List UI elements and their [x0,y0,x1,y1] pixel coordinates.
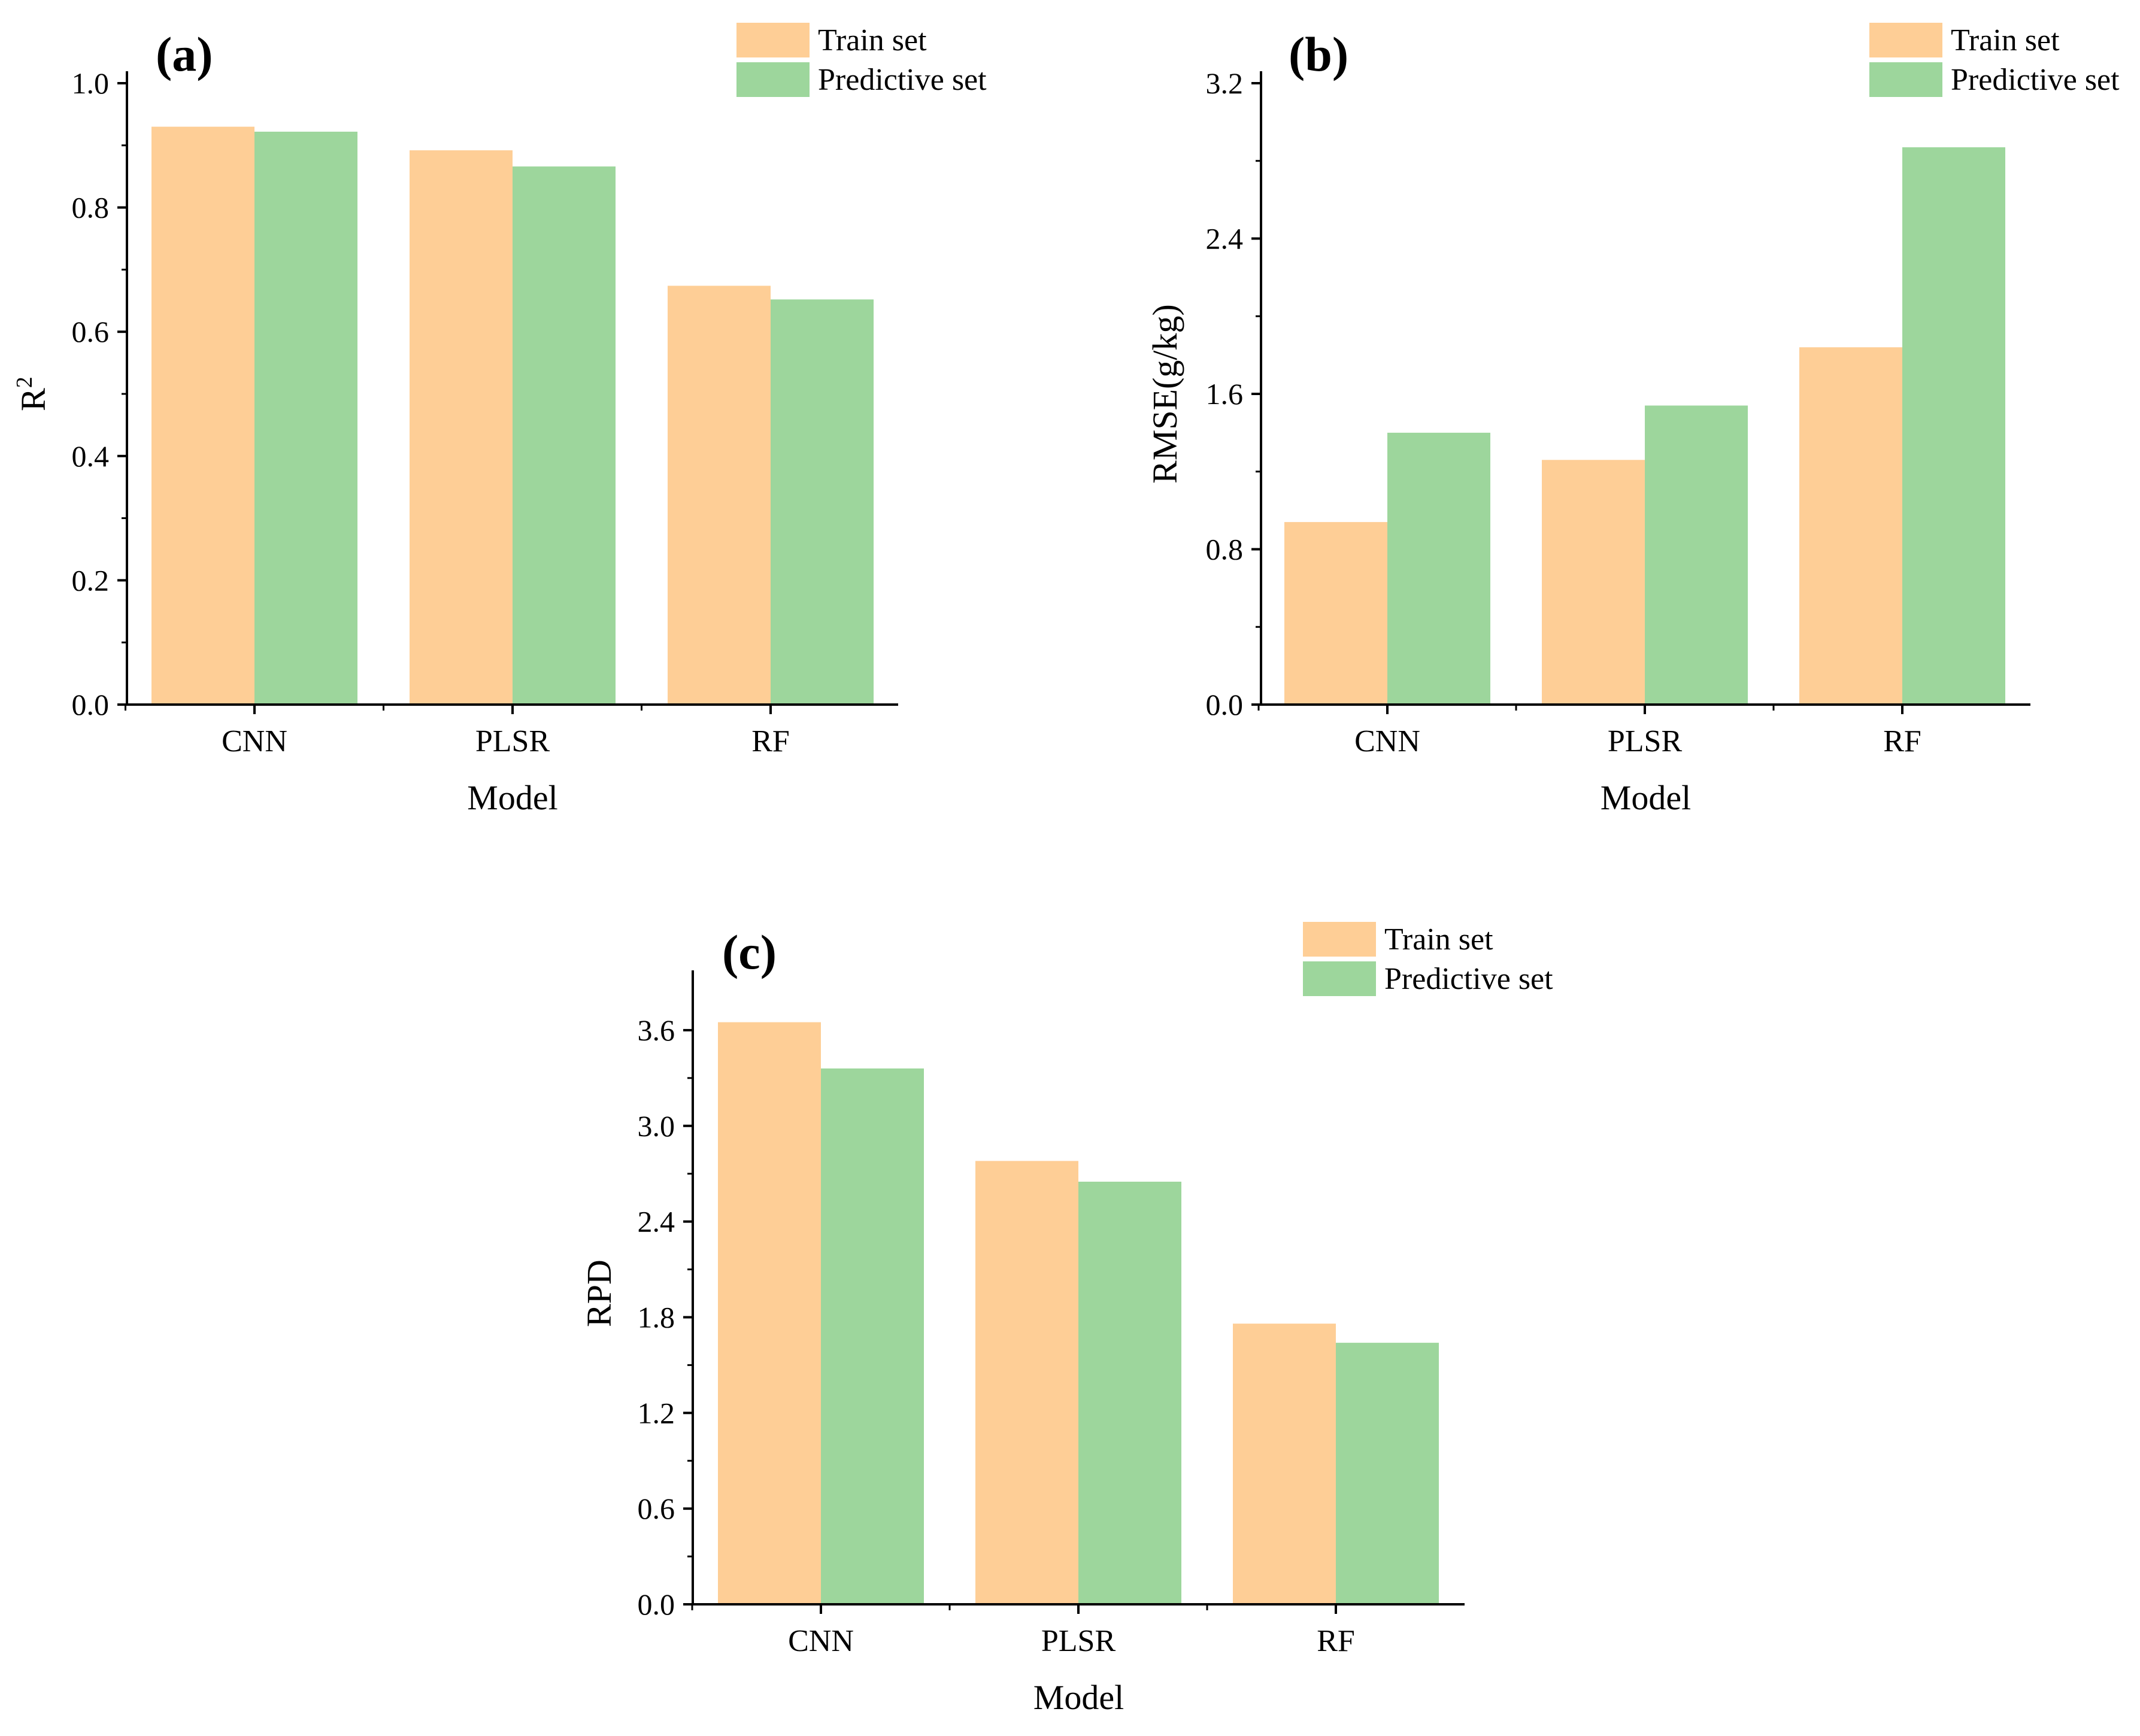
bar-rf-train [1233,1324,1336,1604]
bar-rf-predictive [1336,1343,1439,1604]
bar-cnn-predictive [1387,432,1490,705]
y-axis-title: RMSE(g/kg) [1145,304,1184,484]
y-tick-label: 2.4 [638,1205,675,1239]
bar-plsr-predictive [513,166,616,705]
y-tick-label: 0.8 [72,191,110,224]
bar-cnn-train [151,126,254,705]
bar-plsr-train [410,150,513,705]
bar-rf-predictive [771,299,874,705]
x-tick-label: CNN [788,1624,854,1658]
bar-cnn-train [1284,522,1387,705]
legend-swatch-train [1303,922,1376,957]
legend-swatch-train [736,23,810,57]
y-tick-label: 3.0 [638,1109,675,1143]
bar-rf-predictive [1902,147,2005,705]
x-axis-title: Model [467,778,557,817]
panel-label: (a) [156,27,213,81]
legend-label: Train set [818,23,927,57]
y-axis-title: RPD [580,1259,619,1327]
x-tick-label: PLSR [475,724,550,758]
y-tick-label: 1.8 [638,1300,675,1334]
y-tick-label: 0.0 [638,1588,675,1621]
y-tick-label: 1.2 [638,1396,675,1430]
legend-label: Predictive set [818,63,987,97]
x-tick-label: PLSR [1608,724,1683,758]
panel-label: (b) [1289,27,1348,81]
y-tick-label: 0.2 [72,563,110,597]
bar-cnn-predictive [254,131,357,705]
legend-label: Train set [1384,922,1493,957]
y-tick-label: 0.6 [72,315,110,348]
chart-panel-a: 0.0 0.2 0.4 0.6 0.8 1.0 CNN PLSR RF Model R2 (a) Tra… [12,23,987,817]
y-tick-label: 0.8 [1206,533,1244,566]
bar-cnn-train [718,1022,821,1604]
legend-label: Train set [1951,23,2060,57]
legend-label: Predictive set [1384,962,1553,996]
bar-plsr-train [1542,460,1645,705]
legend-label: Predictive set [1951,63,2120,97]
legend-swatch-train [1869,23,1942,57]
y-tick-label: 0.4 [72,439,110,473]
x-tick-label: CNN [222,724,287,758]
bar-rf-train [668,286,771,705]
legend-swatch-predictive [1303,961,1376,996]
bar-plsr-train [975,1161,1078,1604]
x-axis-title: Model [1033,1678,1124,1717]
panel-label: (c) [722,925,777,979]
chart-panel-c: 0.0 0.6 1.2 1.8 2.4 3.0 3.6 CNN PLSR RF Model RPD (c… [580,922,1553,1717]
y-tick-label: 0.0 [1206,688,1244,721]
y-axis-title: R2 [12,377,53,411]
y-tick-label: 3.2 [1206,66,1244,100]
bar-plsr-predictive [1645,405,1748,705]
bar-rf-train [1799,347,1902,705]
x-tick-label: PLSR [1041,1624,1116,1658]
x-axis-title: Model [1601,778,1691,817]
legend-swatch-predictive [1869,62,1942,97]
bar-plsr-predictive [1078,1182,1181,1604]
y-tick-label: 0.6 [638,1492,675,1525]
y-tick-label: 0.0 [72,688,110,721]
x-tick-label: CNN [1354,724,1420,758]
y-tick-label: 3.6 [638,1013,675,1047]
legend-swatch-predictive [736,62,810,97]
bar-cnn-predictive [821,1068,924,1604]
chart-panel-b: 0.0 0.8 1.6 2.4 3.2 CNN PLSR RF Model RMSE(g/kg) (… [1145,23,2120,817]
x-tick-label: RF [751,724,790,758]
x-tick-label: RF [1317,1624,1355,1658]
y-tick-label: 1.6 [1206,377,1244,411]
y-tick-label: 2.4 [1206,222,1244,256]
y-tick-label: 1.0 [72,66,110,100]
x-tick-label: RF [1883,724,1921,758]
